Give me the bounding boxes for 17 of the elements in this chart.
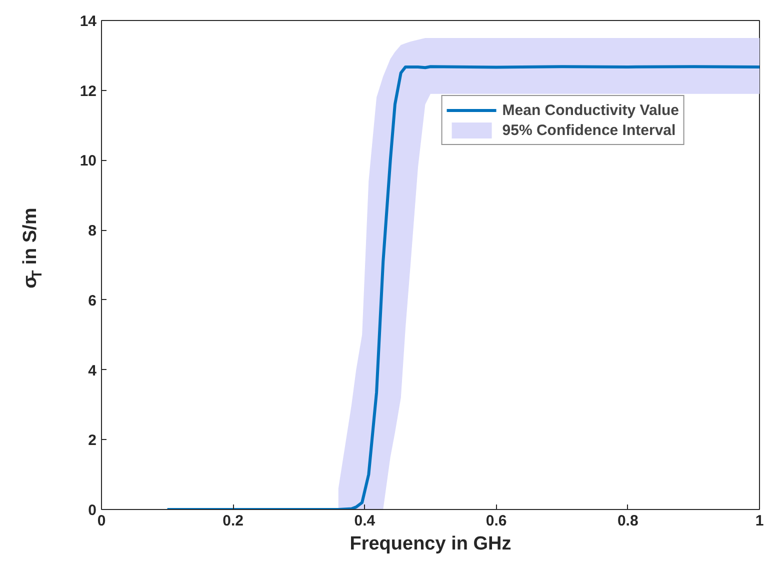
legend-label: Mean Conductivity Value xyxy=(502,102,679,118)
y-tick-label: 12 xyxy=(80,82,97,100)
x-tick-label: 0.8 xyxy=(617,512,638,530)
y-tick-label: 6 xyxy=(88,292,96,310)
y-tick-label: 0 xyxy=(88,502,96,519)
y-tick-label: 2 xyxy=(88,432,96,450)
legend-label: 95% Confidence Interval xyxy=(502,122,676,138)
x-tick-label: 0.2 xyxy=(222,512,244,530)
y-tick-label: 10 xyxy=(80,152,97,170)
x-axis-title: Frequency in GHz xyxy=(350,534,512,554)
line-series xyxy=(166,65,760,510)
y-tick-label: 14 xyxy=(80,13,98,30)
y-tick-label: 4 xyxy=(88,362,98,380)
x-tick-label: 0.6 xyxy=(486,512,507,530)
x-tick-label: 1 xyxy=(755,512,764,530)
y-tick-label: 8 xyxy=(88,222,96,240)
x-tick-label: 0.4 xyxy=(354,512,376,530)
